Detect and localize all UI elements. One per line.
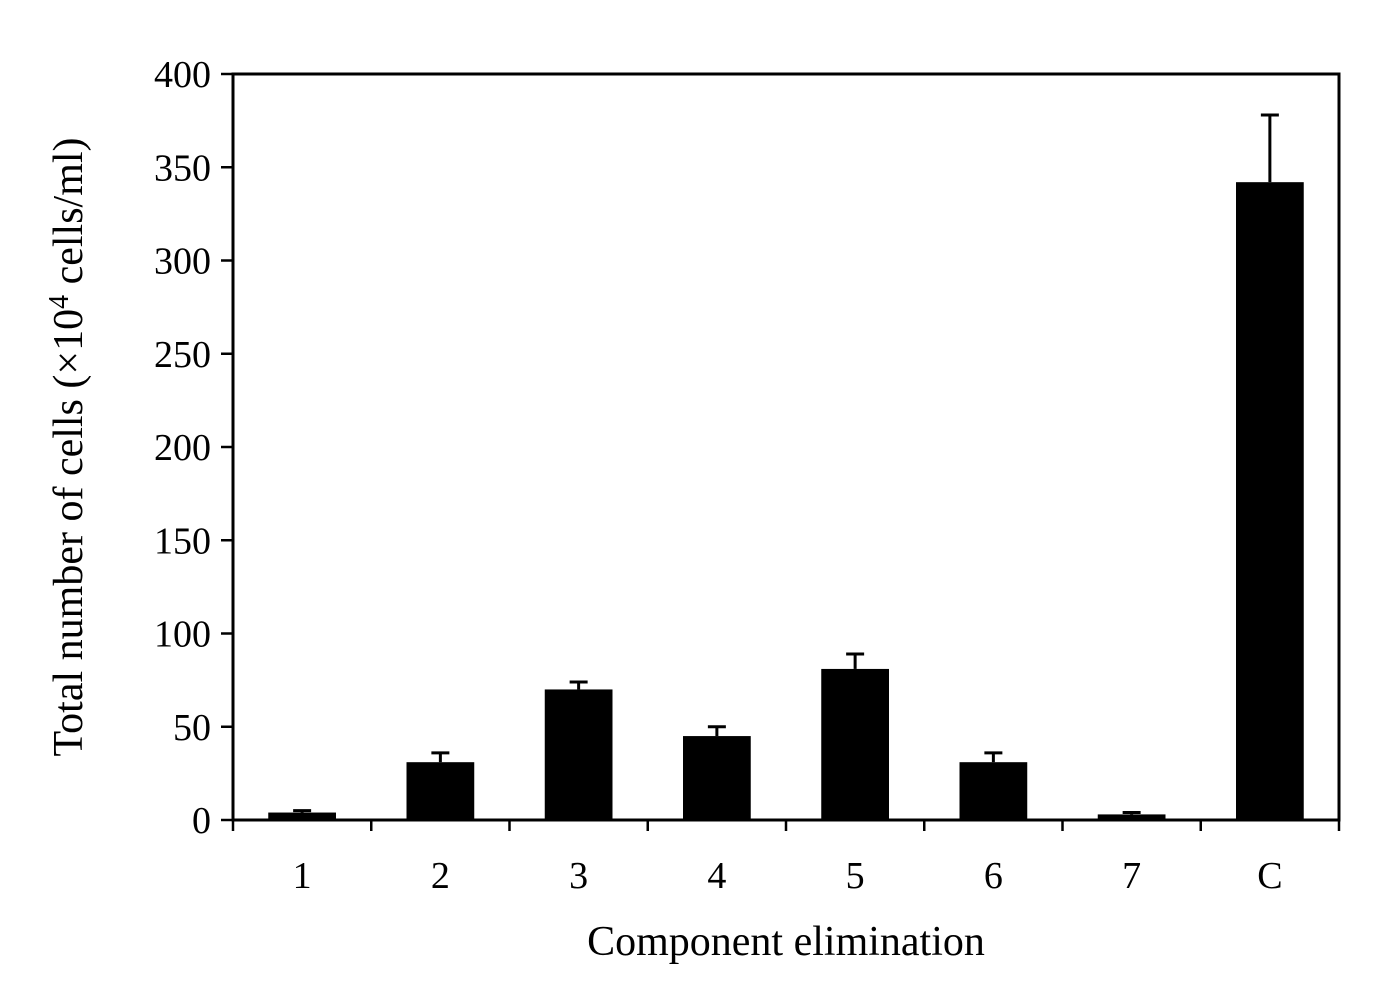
bars-group <box>268 182 1304 821</box>
x-axis-title: Component elimination <box>587 919 985 965</box>
x-tick-label: 7 <box>1122 855 1141 897</box>
y-tick-label: 400 <box>154 54 211 96</box>
x-tick-label: 6 <box>984 855 1003 897</box>
error-bars-group <box>293 113 1279 815</box>
bar <box>268 812 336 820</box>
bar <box>1097 814 1166 820</box>
y-axis-title-prefix: Total number of cells (×10 <box>46 309 92 757</box>
y-tick-label: 200 <box>154 427 211 469</box>
x-tick-label: 2 <box>431 855 450 897</box>
bar <box>959 762 1028 820</box>
y-tick-label: 250 <box>154 334 211 376</box>
bar <box>821 668 889 820</box>
y-tick-label: 150 <box>154 520 211 562</box>
y-tick-label: 100 <box>154 614 211 656</box>
x-tick-label: 1 <box>293 855 312 897</box>
x-tick-label: 5 <box>846 855 865 897</box>
x-axis: 1 2 3 4 5 6 7 C <box>231 820 1341 897</box>
y-axis-title-superscript: 4 <box>44 295 75 309</box>
x-tick-label: 3 <box>569 855 588 897</box>
y-axis: 0 50 100 150 200 250 300 350 400 <box>154 54 233 842</box>
y-tick-label: 0 <box>192 800 211 842</box>
plot-frame <box>231 72 1341 822</box>
x-tick-label: C <box>1257 855 1282 897</box>
y-tick-label: 50 <box>173 707 211 749</box>
bar <box>406 762 475 820</box>
bar <box>544 689 613 820</box>
y-axis-title-suffix: cells/ml) <box>46 137 92 294</box>
bar <box>683 736 751 820</box>
x-tick-label: 4 <box>707 855 726 897</box>
bar <box>1236 182 1304 821</box>
y-tick-label: 350 <box>154 147 211 189</box>
y-tick-label: 300 <box>154 241 211 283</box>
y-axis-title: Total number of cells (×104 cells/ml) <box>44 137 92 756</box>
